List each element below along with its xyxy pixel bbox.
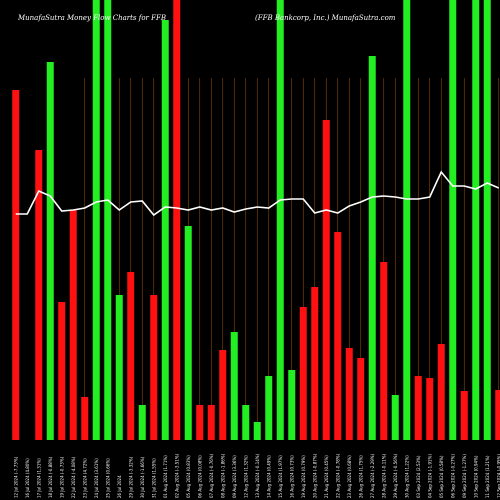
x-tick-label: 29 Aug 2024 (-0.56%) — [393, 453, 398, 498]
bar — [368, 56, 376, 440]
bar — [460, 391, 468, 440]
x-tick-label: 04 Sep 2024 (-1.91%) — [427, 454, 432, 498]
bar — [127, 272, 135, 440]
x-tick-label: 23 Jul 2024 (4.72%) — [82, 458, 87, 498]
x-tick-label: 11 Sep 2024 (1.21%) — [485, 455, 490, 498]
bar — [230, 332, 238, 440]
x-tick-label: 15 Aug 2024 (1.97%) — [278, 455, 283, 498]
x-tick-label: 05 Aug 2024 (0.83%) — [186, 455, 191, 498]
bar — [138, 405, 146, 440]
chart-title: MunafaSutra Money Flow Charts for FFB — [18, 14, 166, 22]
x-tick-label: 24 Jul 2024 (3.61%) — [94, 458, 99, 498]
bar — [150, 295, 158, 440]
bar — [104, 0, 112, 440]
x-tick-label: 01 Aug 2024 (1.71%) — [163, 455, 168, 498]
bar-series — [12, 0, 500, 440]
bar — [69, 210, 77, 440]
bar — [345, 348, 353, 440]
x-tick-label: 29 Jul 2024 (-3.32%) — [128, 456, 133, 498]
x-tick-label: 22 Jul 2024 (-4.08%) — [71, 456, 76, 498]
bar — [288, 370, 296, 440]
bar — [35, 150, 43, 440]
bar — [437, 344, 445, 440]
x-tick-label: 19 Aug 2024 (0.79%) — [301, 455, 306, 498]
bar — [311, 287, 319, 440]
bar — [115, 295, 123, 440]
x-tick-label: 26 Jul 2024 — [117, 475, 122, 498]
x-axis-labels: 12 Jul 2024 (-7.73%) 16 Jul 2024 (4.80%) 1… — [13, 453, 500, 498]
x-tick-label: 06 Sep 2024 (-0.27%) — [450, 454, 455, 498]
bar — [265, 376, 273, 440]
x-tick-label: 02 Aug 2024 (-3.51%) — [174, 453, 179, 498]
x-tick-label: 10 Sep 2024 (0.94%) — [473, 455, 478, 498]
x-tick-label: 31 Jul 2024 (1.55%) — [151, 458, 156, 498]
bar — [196, 405, 204, 440]
bar — [184, 226, 192, 440]
bar — [322, 120, 330, 440]
bar — [81, 397, 89, 440]
bar — [253, 422, 261, 440]
x-tick-label: 27 Aug 2024 (-2.29%) — [370, 453, 375, 498]
x-tick-label: 08 Aug 2024 (-1.86%) — [220, 453, 225, 498]
x-tick-label: 09 Sep 2024 (-1.27%) — [462, 454, 467, 498]
bar — [495, 390, 500, 440]
x-tick-label: 12 Jul 2024 (-7.73%) — [13, 456, 18, 498]
x-tick-label: 13 Aug 2024 (-0.14%) — [255, 453, 260, 498]
x-tick-label: 20 Aug 2024 (-0.87%) — [312, 453, 317, 498]
bar — [380, 262, 388, 440]
x-tick-label: 16 Aug 2024 (0.73%) — [289, 455, 294, 498]
x-tick-label: 28 Aug 2024 (-0.11%) — [381, 453, 386, 498]
x-tick-label: 22 Aug 2024 (-0.78%) — [335, 453, 340, 498]
x-tick-label: 25 Jul 2024 (0.66%) — [105, 458, 110, 498]
bar — [58, 302, 66, 440]
bar — [92, 0, 100, 440]
bar — [449, 0, 457, 440]
x-tick-label: 26 Aug 2024 (1.75%) — [358, 455, 363, 498]
x-tick-label: 03 Sep 2024 (2.53%) — [416, 455, 421, 498]
x-tick-label: 16 Jul 2024 (4.80%) — [25, 458, 30, 498]
x-tick-label: 06 Aug 2024 (0.08%) — [197, 455, 202, 498]
x-tick-label: 30 Jul 2024 (-1.66%) — [140, 456, 145, 498]
bar — [391, 395, 399, 440]
company-title: (FFB Bankcorp, Inc.) MunafaSutra.com — [255, 14, 396, 22]
x-tick-label: 23 Aug 2024 (0.68%) — [347, 455, 352, 498]
bar — [161, 20, 169, 440]
x-tick-label: 12 Aug 2024 (1.32%) — [243, 455, 248, 498]
bar — [242, 405, 250, 440]
x-tick-label: 30 Aug 2024 (1.22%) — [404, 455, 409, 498]
bar — [357, 358, 365, 440]
bar — [46, 62, 54, 440]
bar — [219, 350, 227, 440]
x-tick-label: 14 Aug 2024 (0.49%) — [266, 455, 271, 498]
x-tick-label: 17 Jul 2024 (1.31%) — [36, 458, 41, 498]
bar — [173, 0, 181, 440]
bar — [472, 0, 480, 440]
x-tick-label: 12 Sep 2024 (-0.95%) — [496, 454, 500, 498]
bar — [426, 378, 434, 440]
x-tick-label: 07 Aug 2024 (-0.76%) — [209, 453, 214, 498]
x-tick-label: 18 Jul 2024 (-0.88%) — [48, 456, 53, 498]
x-tick-label: 05 Sep 2024 (0.58%) — [439, 455, 444, 498]
x-tick-label: 21 Aug 2024 (0.45%) — [324, 455, 329, 498]
bar — [12, 90, 20, 440]
bar — [483, 0, 491, 440]
x-tick-label: 09 Aug 2024 (3.36%) — [232, 455, 237, 498]
bar — [334, 232, 342, 440]
bar — [276, 0, 284, 440]
bar — [207, 405, 215, 440]
money-flow-line — [15, 170, 500, 217]
bar — [299, 307, 307, 440]
bar — [403, 0, 411, 440]
x-tick-label: 19 Jul 2024 (-0.73%) — [59, 456, 64, 498]
bar — [414, 376, 422, 440]
